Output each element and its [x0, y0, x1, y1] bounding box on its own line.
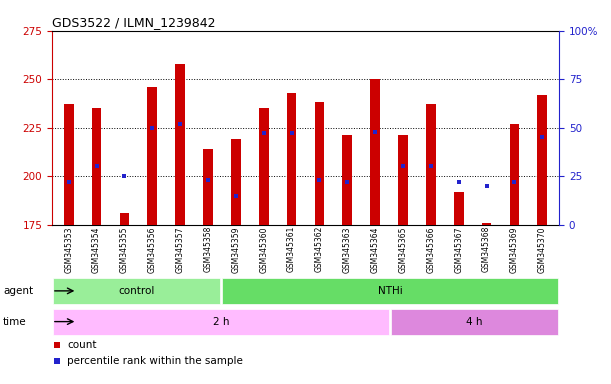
Bar — [481, 223, 491, 225]
Bar — [510, 124, 519, 225]
Bar — [392, 309, 558, 334]
Bar — [315, 103, 324, 225]
Bar — [398, 136, 408, 225]
Text: control: control — [119, 286, 155, 296]
Bar — [53, 309, 389, 334]
Bar — [203, 149, 213, 225]
Text: 4 h: 4 h — [466, 316, 483, 327]
Bar — [231, 139, 241, 225]
Bar — [426, 104, 436, 225]
Text: percentile rank within the sample: percentile rank within the sample — [67, 356, 243, 366]
Text: time: time — [3, 316, 27, 327]
Text: NTHi: NTHi — [378, 286, 403, 296]
Bar — [342, 136, 352, 225]
Bar — [222, 278, 558, 304]
Bar — [259, 108, 269, 225]
Bar — [175, 64, 185, 225]
Bar — [538, 95, 547, 225]
Text: agent: agent — [3, 286, 33, 296]
Bar — [64, 104, 73, 225]
Bar — [454, 192, 464, 225]
Bar — [53, 278, 219, 304]
Text: count: count — [67, 340, 97, 350]
Bar — [147, 87, 157, 225]
Bar — [370, 79, 380, 225]
Bar — [120, 213, 130, 225]
Text: 2 h: 2 h — [213, 316, 229, 327]
Bar — [287, 93, 296, 225]
Text: GDS3522 / ILMN_1239842: GDS3522 / ILMN_1239842 — [52, 16, 216, 29]
Bar — [92, 108, 101, 225]
